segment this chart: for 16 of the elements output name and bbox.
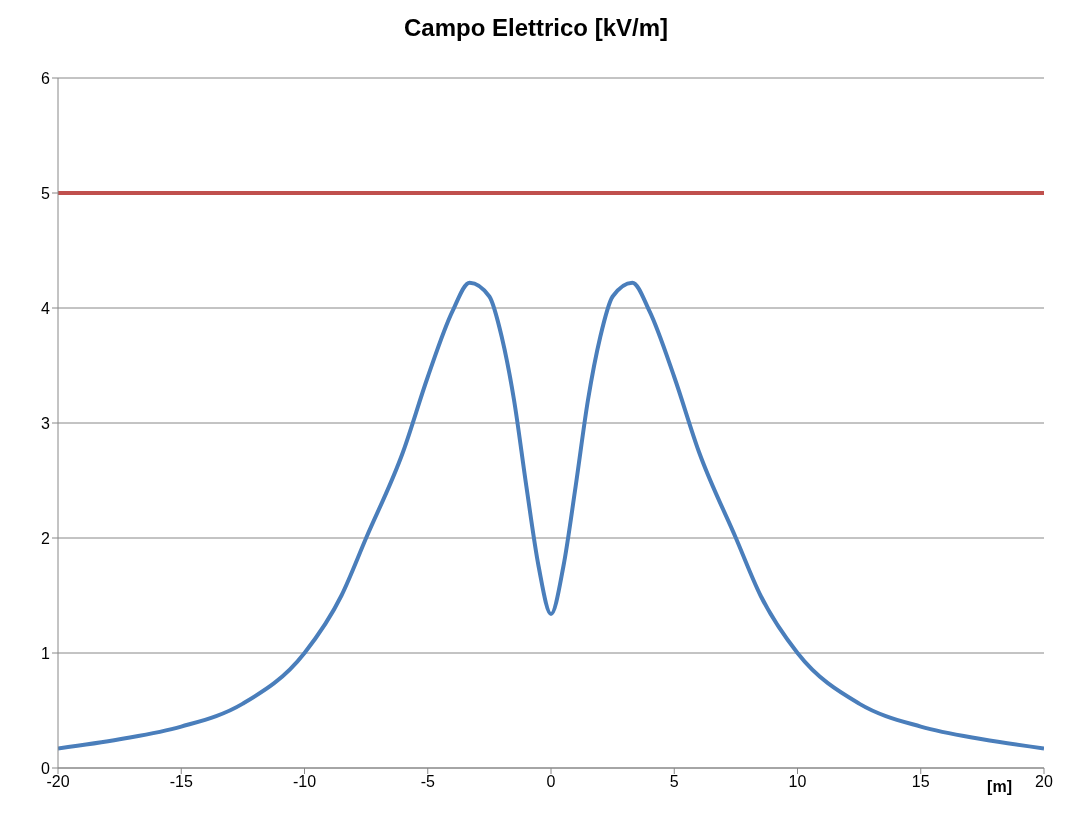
x-tick-label: -5 [420, 773, 435, 791]
y-tick-label: 3 [41, 414, 51, 432]
y-tick-label: 2 [41, 529, 51, 547]
y-tick-label: 5 [41, 184, 51, 202]
y-tick-label: 4 [41, 299, 51, 317]
x-tick-label: 5 [669, 773, 679, 791]
x-tick-label: 20 [1035, 773, 1053, 791]
x-tick-label: -15 [169, 773, 193, 791]
x-tick-label: 0 [546, 773, 556, 791]
y-tick-label: 1 [41, 644, 51, 662]
x-tick-label: 15 [911, 773, 930, 791]
x-tick-label: 10 [788, 773, 807, 791]
x-tick-label: -10 [292, 773, 317, 791]
x-axis-title: [m] [987, 778, 1012, 795]
chart-title: Campo Elettrico [kV/m] [402, 13, 669, 43]
y-tick-label: 6 [41, 69, 51, 87]
